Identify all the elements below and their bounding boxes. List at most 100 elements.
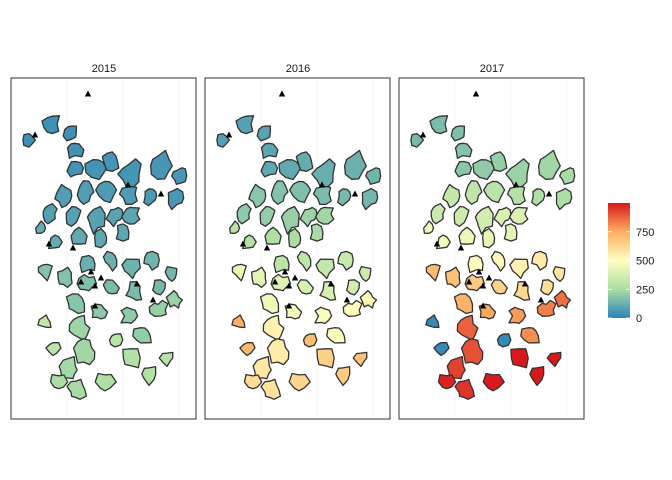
legend-colorbar: [608, 203, 630, 318]
map-region: [314, 206, 335, 225]
triangle-marker: [479, 302, 487, 309]
map-region: [508, 206, 529, 225]
map-region: [280, 205, 300, 235]
map-region: [482, 227, 496, 249]
map-region: [529, 365, 545, 387]
triangle-marker: [285, 282, 293, 289]
map-region: [559, 167, 576, 185]
map-region: [66, 142, 85, 159]
map-region: [454, 142, 473, 159]
map-region: [122, 348, 141, 369]
map-region: [278, 159, 302, 181]
map-region: [54, 183, 73, 209]
map-region: [37, 263, 53, 282]
map-region: [143, 188, 158, 207]
map-region: [66, 160, 85, 178]
map-region: [295, 151, 314, 172]
map-region: [148, 299, 169, 317]
facet-title-2016: 2016: [286, 63, 310, 75]
map-region: [454, 160, 473, 178]
triangle-marker: [327, 280, 335, 287]
map-region: [132, 327, 152, 344]
map-region: [76, 180, 95, 205]
map-region: [101, 151, 120, 172]
legend-ticks: 0 250 500 750: [608, 227, 654, 325]
triangle-marker: [285, 302, 293, 309]
map-region: [442, 183, 461, 209]
triangle-marker: [157, 190, 165, 197]
map-region: [260, 378, 282, 400]
map-region: [531, 188, 546, 207]
map-region: [171, 167, 188, 185]
map-region: [260, 142, 279, 159]
map-region: [266, 338, 290, 366]
map-region: [429, 115, 449, 135]
map-region: [458, 226, 476, 245]
map-region: [537, 149, 561, 180]
map-region: [346, 279, 361, 296]
map-region: [251, 266, 267, 289]
legend-tick-label: 500: [636, 256, 654, 268]
map-region: [316, 348, 335, 369]
map-region: [552, 265, 566, 282]
triangle-marker: [465, 278, 473, 285]
triangle-marker: [91, 302, 99, 309]
map-region: [430, 203, 446, 225]
color-legend: 0 250 500 750: [608, 203, 654, 325]
map-region: [343, 149, 367, 180]
map-region: [453, 205, 470, 227]
map-region: [302, 333, 318, 348]
panel-frame: [10, 77, 197, 420]
map-region: [433, 342, 450, 357]
triangle-marker: [271, 278, 279, 285]
triangle-marker: [124, 181, 132, 188]
map-region: [70, 226, 88, 245]
map-region: [239, 342, 256, 357]
map-region: [45, 342, 62, 357]
map-region: [337, 188, 352, 207]
map-region: [141, 365, 157, 387]
map-region: [490, 279, 509, 295]
choropleth-regions: [410, 115, 576, 400]
map-region: [229, 220, 241, 234]
triangle-marker: [281, 268, 289, 275]
map-region: [435, 234, 451, 250]
map-region: [531, 250, 548, 271]
map-region: [94, 372, 117, 392]
triangle-marker: [318, 181, 326, 188]
map-region: [102, 250, 118, 272]
triangle-marker: [97, 274, 105, 281]
map-region: [335, 365, 351, 387]
map-region: [450, 125, 466, 142]
triangle-marker: [239, 240, 247, 247]
triangle-marker: [457, 244, 465, 251]
map-region: [464, 273, 486, 292]
map-region: [264, 226, 282, 245]
map-region: [299, 206, 318, 228]
map-region: [152, 279, 167, 296]
map-region: [158, 351, 174, 368]
triangle-marker: [343, 296, 351, 303]
triangle-marker: [133, 280, 141, 287]
map-region: [520, 327, 540, 344]
map-region: [425, 314, 440, 329]
map-region: [270, 273, 292, 292]
panel-frame: [398, 77, 585, 420]
map-region: [361, 187, 379, 211]
map-region: [446, 355, 466, 380]
point-markers: [225, 90, 359, 309]
map-region: [58, 355, 78, 380]
map-region: [273, 254, 290, 274]
map-region: [79, 254, 96, 274]
legend-tick-label: 750: [636, 227, 654, 239]
map-region: [143, 250, 160, 271]
triangle-marker: [537, 296, 545, 303]
map-region: [72, 338, 96, 366]
map-region: [472, 159, 496, 181]
map-region: [108, 333, 124, 348]
map-region: [503, 223, 518, 242]
map-region: [66, 378, 88, 400]
map-region: [311, 158, 336, 189]
map-region: [270, 180, 289, 205]
map-region: [260, 160, 279, 178]
